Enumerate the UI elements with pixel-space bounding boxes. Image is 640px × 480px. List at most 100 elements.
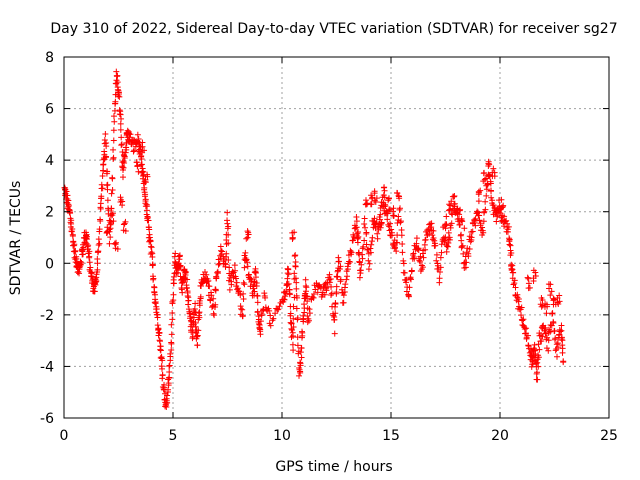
data-point [317,285,324,292]
data-point [72,247,79,254]
data-point [149,253,156,260]
data-point [112,91,119,98]
data-point [294,334,301,341]
data-point [468,234,475,241]
data-point [201,268,208,275]
data-point [326,271,333,278]
data-point [110,113,117,120]
data-point [194,342,201,349]
data-point [356,274,363,281]
data-point [118,142,125,149]
data-point [344,273,351,280]
data-point [415,246,422,253]
data-point [114,79,121,86]
data-point [110,146,117,153]
data-point [484,181,491,188]
data-point [135,168,142,175]
data-point [266,307,273,314]
data-point [177,262,184,269]
data-point [545,347,552,354]
data-point [137,144,144,151]
data-point [139,139,146,146]
data-point [120,164,127,171]
data-point [94,255,101,262]
data-point [183,268,190,275]
y-tick-label: -4 [40,359,54,375]
data-point [298,354,305,361]
data-point [95,236,102,243]
data-point [420,254,427,261]
data-point [361,221,368,228]
data-point [483,186,490,193]
data-point [169,309,176,316]
data-point [110,154,117,161]
data-point [145,224,152,231]
data-point [394,219,401,226]
data-point [99,185,106,192]
data-point [130,148,137,155]
data-point [241,281,248,288]
data-point [498,205,505,212]
data-point [286,291,293,298]
data-point [554,299,561,306]
data-point [243,235,250,242]
data-point [223,250,230,257]
data-point [212,286,219,293]
data-point [120,158,127,165]
data-point [458,231,465,238]
data-point [225,240,232,247]
data-point [397,219,404,226]
data-point [298,345,305,352]
data-point [170,280,177,287]
x-tick-label: 5 [169,428,178,444]
data-point [524,274,531,281]
data-point [176,253,183,260]
data-point [542,324,549,331]
data-point [401,269,408,276]
data-point [303,284,310,291]
data-point [292,263,299,270]
data-point [361,215,368,222]
data-point [458,215,465,222]
data-point [108,190,115,197]
data-point [294,316,301,323]
data-point [451,200,458,207]
data-point [244,263,251,270]
data-point [472,215,479,222]
data-point [441,238,448,245]
data-point [119,148,126,155]
data-point [382,203,389,210]
data-point [283,288,290,295]
data-point [535,363,542,370]
data-point [490,202,497,209]
data-point [433,257,440,264]
data-point [166,362,173,369]
data-point [428,220,435,227]
data-point [419,264,426,271]
data-point [64,195,71,202]
data-point [336,265,343,272]
data-point [142,176,149,183]
data-point [550,319,557,326]
data-point [111,240,118,247]
x-tick-label: 0 [60,428,69,444]
data-point [356,258,363,265]
data-point [393,189,400,196]
data-point [449,211,456,218]
data-point [482,206,489,213]
data-point [477,220,484,227]
data-point [71,241,78,248]
data-point [469,228,476,235]
x-tick-label: 20 [491,428,509,444]
data-point [555,344,562,351]
data-point [369,234,376,241]
data-point [515,298,522,305]
data-point [211,312,218,319]
data-point [483,192,490,199]
data-point [463,259,470,266]
data-point [104,229,111,236]
data-point [170,297,177,304]
data-point [560,358,567,365]
data-point [371,197,378,204]
data-point [104,197,111,204]
